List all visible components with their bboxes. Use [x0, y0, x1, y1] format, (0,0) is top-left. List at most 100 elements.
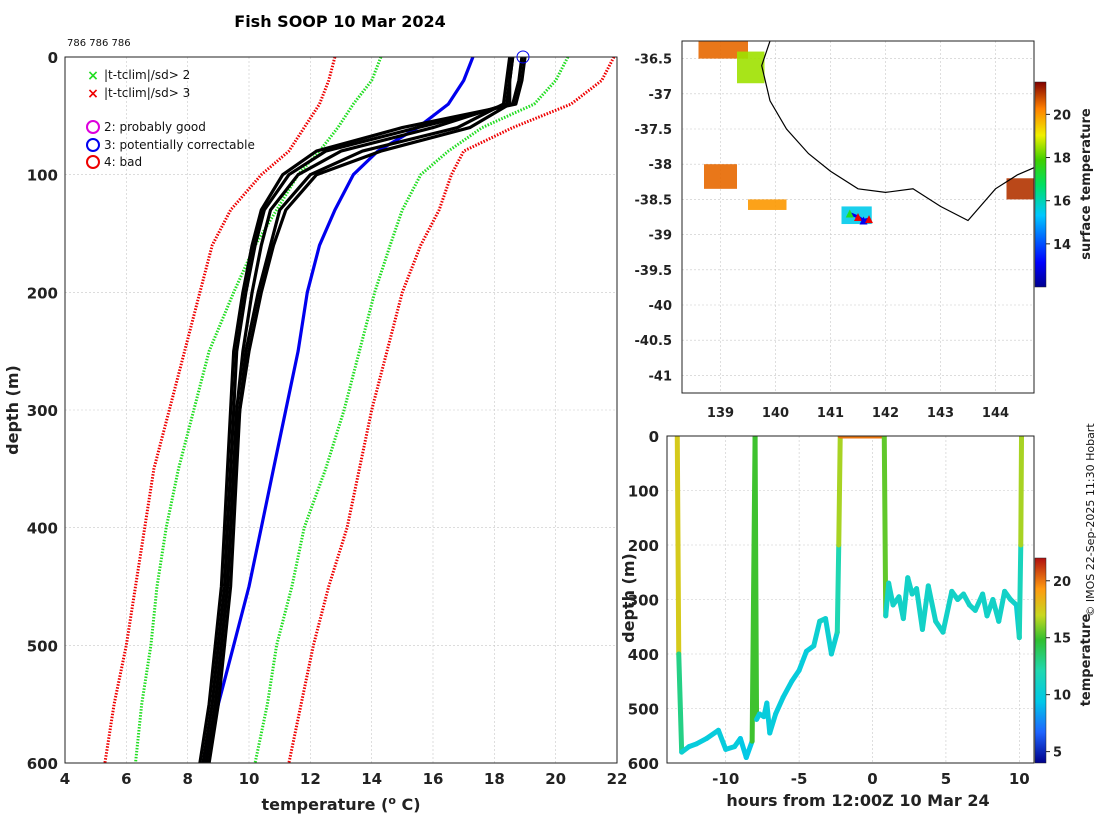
section-segment [996, 588, 1008, 624]
profile-series-line [201, 57, 524, 763]
map-lat-tick-label: -38.5 [635, 193, 672, 208]
legend-flag3-marker [86, 138, 100, 152]
map-colorbar-tick-label: 14 [1053, 238, 1071, 253]
profile-series-line [201, 57, 475, 763]
section-colorbar-tick-label: 15 [1053, 632, 1071, 647]
profile-xtick-label: 18 [484, 770, 505, 788]
profile-series-line [198, 57, 527, 763]
section-segment [743, 738, 755, 761]
credit-text: © IMOS 22-Sep-2025 11:30 Hobart [1084, 423, 1097, 617]
profile-legend: × |t-tclim|/sd> 2 × |t-tclim|/sd> 3 2: p… [86, 68, 255, 169]
cast-marker [845, 209, 854, 218]
section-colorbar-tick-label: 5 [1053, 746, 1062, 761]
map-colorbar-label: surface temperature [1079, 108, 1094, 260]
map-colorbar-tick-label: 18 [1053, 152, 1071, 167]
map-lat-tick-label: -39.5 [635, 264, 672, 279]
section-segment [886, 580, 896, 608]
map-lat-tick-label: -36.5 [635, 53, 672, 68]
section-segment [1016, 542, 1024, 641]
section-ytick-label: 0 [649, 428, 659, 446]
profile-xtick-label: 4 [60, 770, 70, 788]
section-colorbar [1034, 557, 1047, 764]
profile-series-line [103, 57, 337, 763]
section-ytick-label: 400 [628, 646, 659, 664]
map-axes-frame [681, 40, 1035, 394]
section-segment [925, 583, 939, 624]
profile-xtick-label: 16 [423, 770, 444, 788]
cast-marker [854, 213, 862, 221]
section-ytick-label: 600 [628, 755, 659, 773]
profile-xtick-label: 8 [182, 770, 192, 788]
profile-xtick-label: 14 [361, 770, 382, 788]
map-lat-tick-label: -37 [649, 88, 673, 103]
map-colorbar [1034, 81, 1047, 288]
profile-xtick-label: 20 [545, 770, 566, 788]
section-xtick-label: 0 [867, 770, 877, 788]
map-colorbar-tick-label: 20 [1053, 108, 1071, 123]
sst-patch [748, 199, 787, 210]
profile-xtick-label: 6 [121, 770, 131, 788]
profile-ylabel: depth (m) [3, 365, 22, 455]
map-grid [682, 41, 1034, 393]
sst-patch [704, 164, 737, 189]
map-panel: 139 140 141 142 143 144 -36.5 -37 -37.5 -38 -38.5 -… [635, 40, 1094, 421]
profile-xtick-label: 10 [239, 770, 260, 788]
legend-sd3-marker: × [87, 86, 99, 102]
profile-lines [103, 57, 616, 763]
map-lat-tick-label: -39 [649, 229, 673, 244]
section-segment [676, 651, 685, 755]
map-ticks: 139 140 141 142 143 144 -36.5 -37 -37.5 -38 -38.5 -… [635, 53, 1010, 421]
map-colorbar-tick-label: 16 [1053, 195, 1071, 210]
profile-ticks: 4 6 8 10 12 14 16 18 20 22 0 100 200 300 400 500 600 [27, 49, 628, 788]
section-colorbar-tick-label: 20 [1053, 575, 1071, 590]
legend-flag4: 4: bad [86, 155, 142, 169]
section-ytick-label: 200 [628, 537, 659, 555]
profile-axes-frame [64, 56, 618, 764]
profile-series-line [134, 57, 383, 763]
map-lon-tick-label: 141 [817, 406, 844, 421]
map-lat-tick-label: -38 [649, 158, 673, 173]
map-lon-tick-label: 142 [872, 406, 899, 421]
map-lat-tick-label: -40 [649, 299, 673, 314]
map-lon-tick-label: 143 [927, 406, 954, 421]
section-colorbar-ticks: 5 10 15 20 [1046, 575, 1071, 761]
legend-sd3-label: |t-tclim|/sd> 3 [104, 86, 190, 100]
section-axes-frame [666, 435, 1035, 764]
profile-ytick-label: 300 [27, 402, 58, 420]
legend-flag4-label: 4: bad [104, 155, 142, 169]
section-segment [828, 629, 840, 657]
sst-patch [698, 41, 748, 59]
flag-marker-circle [516, 50, 530, 64]
cast-marker [865, 215, 873, 224]
legend-sd2-marker: × [87, 68, 99, 84]
section-segment [674, 436, 682, 657]
legend-sd2: × |t-tclim|/sd> 2 [87, 68, 190, 84]
section-segment [834, 542, 842, 635]
profile-ytick-label: 0 [48, 49, 58, 67]
map-lat-tick-label: -37.5 [635, 123, 672, 138]
section-colorbar-tick-label: 10 [1053, 689, 1071, 704]
cast-ids: 786 786 786 [67, 38, 131, 49]
profile-ytick-label: 200 [27, 284, 58, 302]
profile-panel: 4 6 8 10 12 14 16 18 20 22 0 100 200 300 400 500 600 tem… [3, 49, 627, 814]
section-segment [715, 727, 729, 752]
profile-xtick-label: 22 [607, 770, 628, 788]
legend-flag3: 3: potentially correctable [86, 138, 255, 152]
legend-flag2-marker [86, 120, 100, 134]
legend-flag4-marker [86, 155, 100, 169]
section-segment [1018, 436, 1025, 548]
map-lat-tick-label: -41 [649, 369, 673, 384]
section-segment [881, 436, 889, 619]
section-segment [767, 711, 779, 736]
profile-series-line [287, 57, 616, 763]
legend-flag2: 2: probably good [86, 120, 206, 134]
profile-series-line [204, 57, 515, 763]
profile-series-line [253, 57, 570, 763]
section-segment [811, 618, 823, 649]
section-xtick-label: 5 [941, 770, 951, 788]
profile-xtick-label: 12 [300, 770, 321, 788]
section-segment [796, 648, 809, 673]
section-line [674, 436, 1025, 761]
